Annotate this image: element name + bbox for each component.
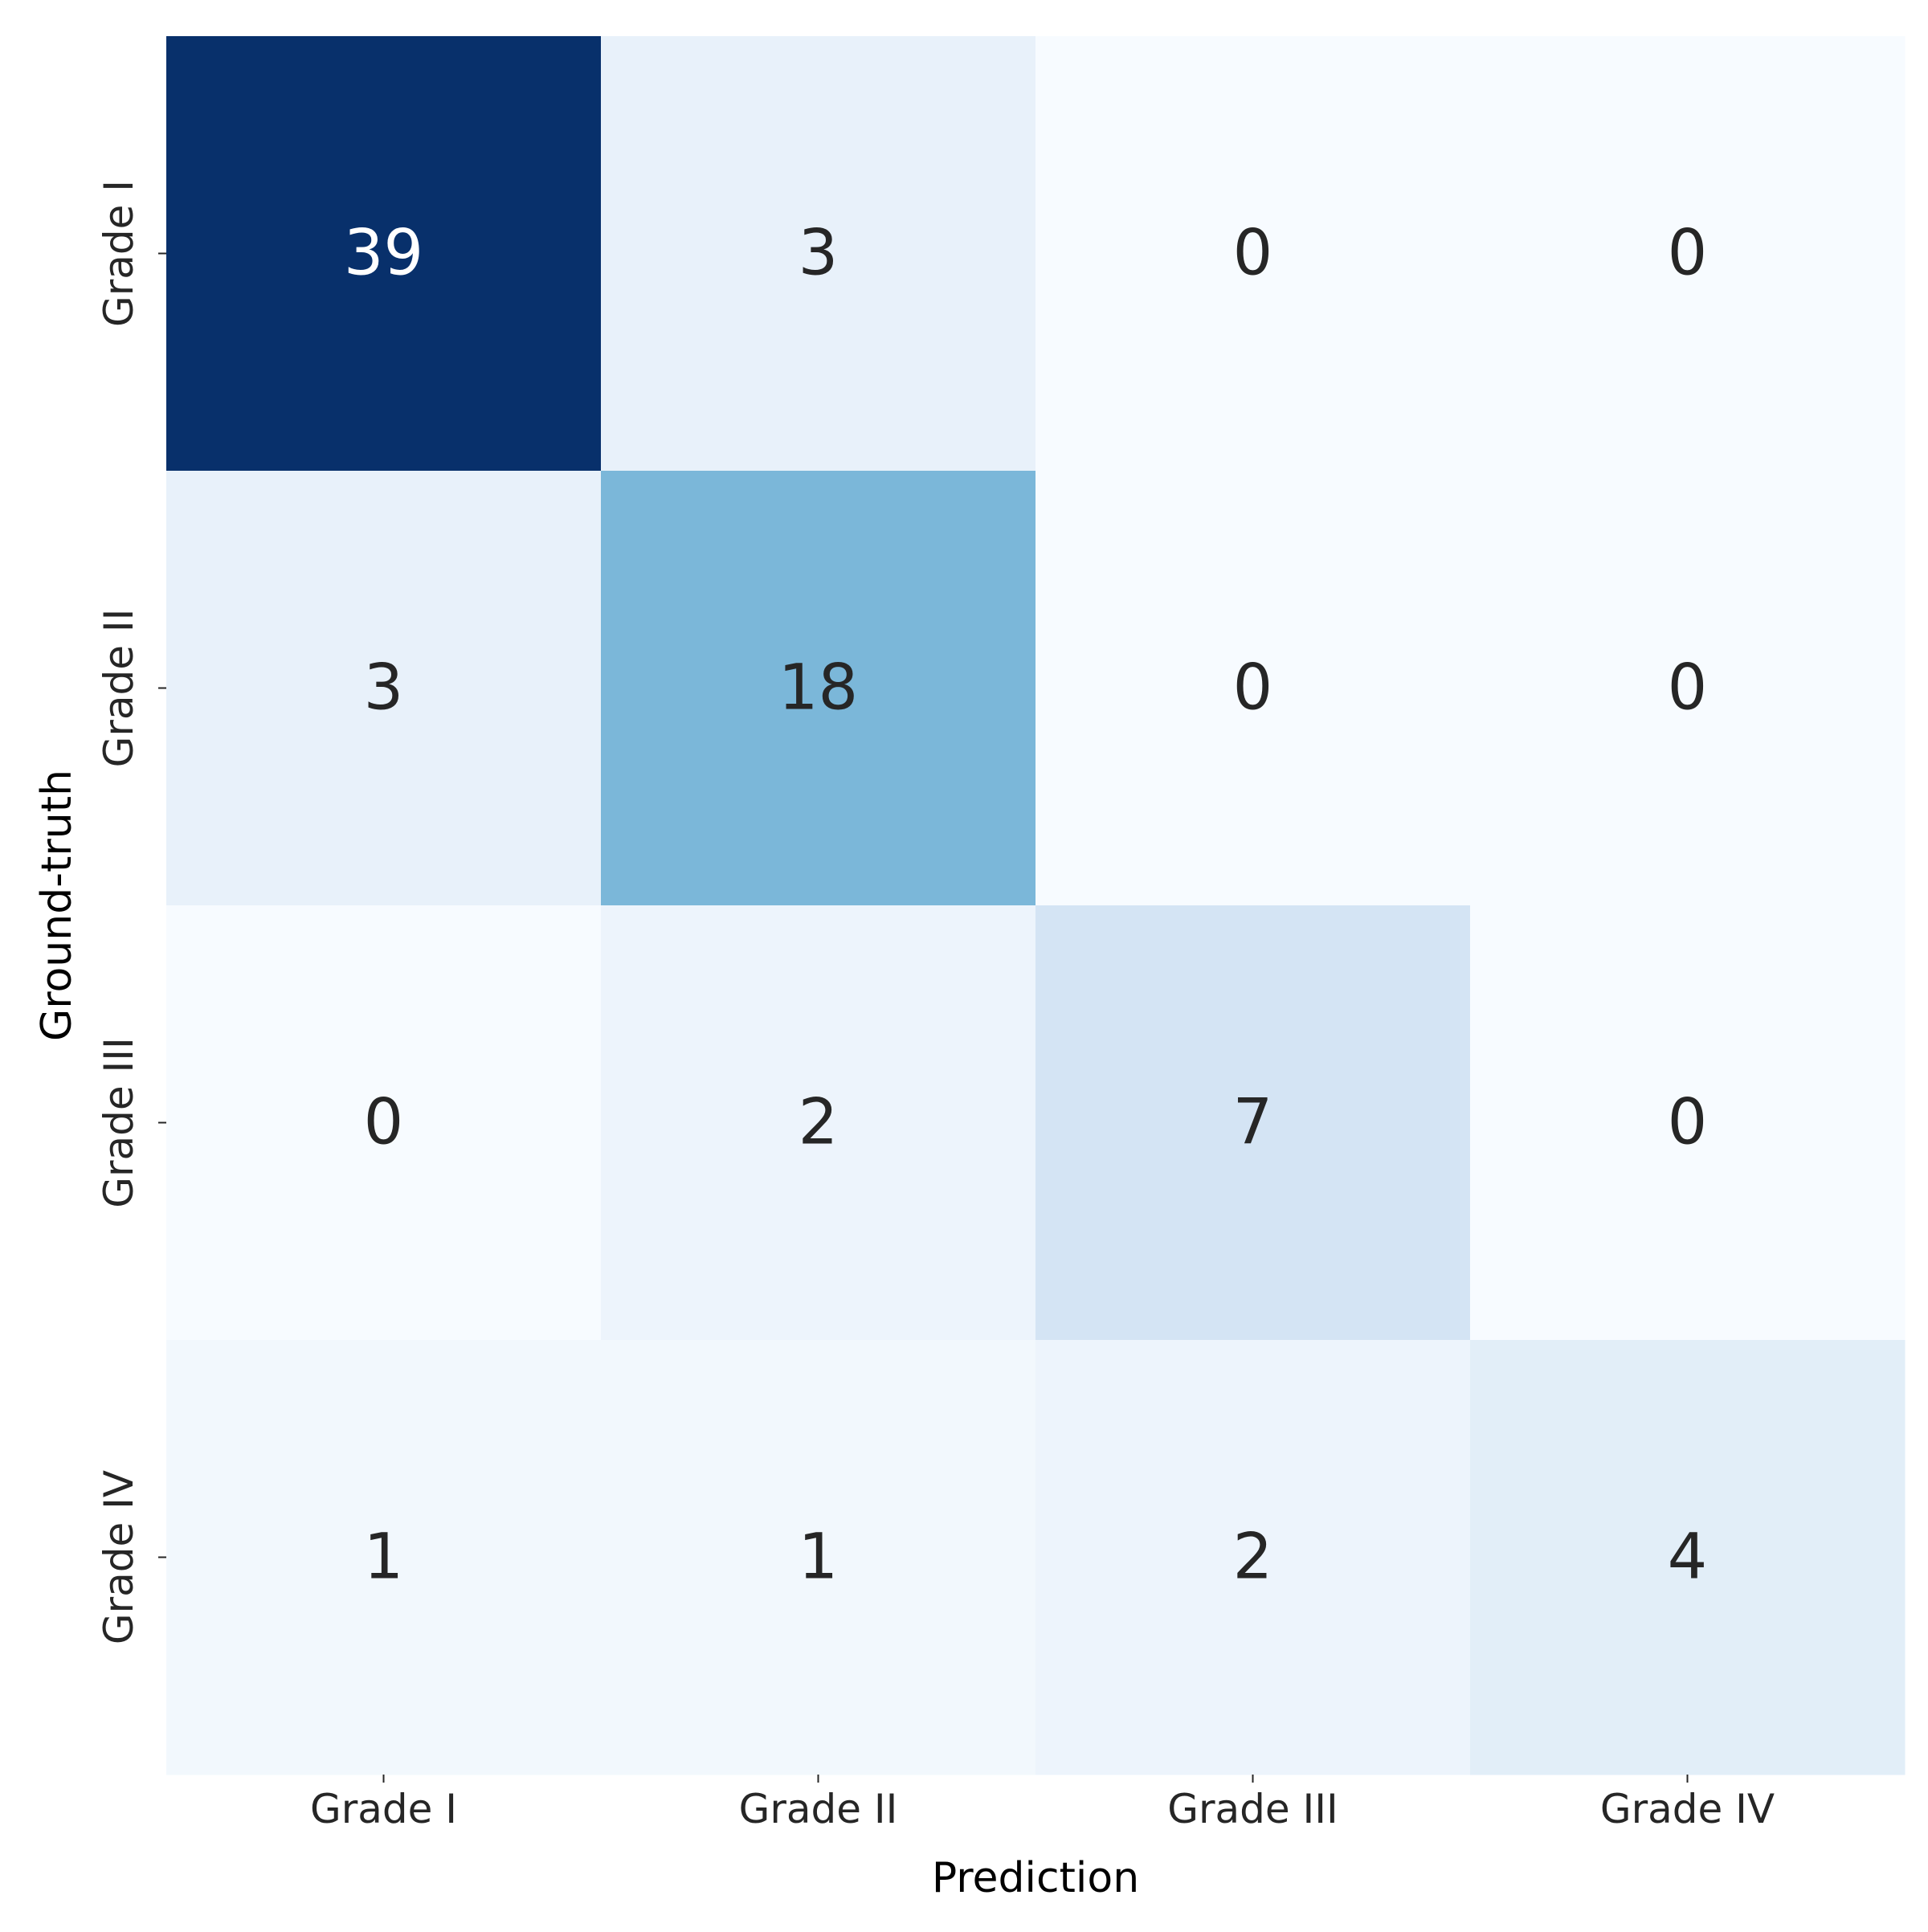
cells-layer: 39 3 0 0 3 18 0 0 0 2 7 0 1 1 2 4 <box>166 36 1906 1775</box>
cell-value-r3-c4: 0 <box>1668 1087 1708 1159</box>
y-tick-label-2: Grade II <box>96 609 142 768</box>
heatmap-cell-r3-c2 <box>601 905 1036 1341</box>
x-tick-label-4: Grade IV <box>1600 1786 1775 1832</box>
cell-value-r1-c1: 39 <box>344 218 423 290</box>
heatmap-cell-r3-c4 <box>1470 905 1906 1341</box>
x-tick-label-1: Grade I <box>310 1786 457 1832</box>
cell-value-r2-c2: 18 <box>778 652 858 725</box>
y-axis-label: Ground-truth <box>33 770 81 1041</box>
heatmap-cell-r4-c1 <box>166 1340 602 1775</box>
heatmap-cell-r2-c3 <box>1035 471 1471 906</box>
heatmap-cell-r1-c1 <box>166 36 602 472</box>
heatmap-cell-r1-c2 <box>601 36 1036 472</box>
cell-value-r4-c1: 1 <box>364 1522 404 1594</box>
heatmap-cell-r3-c1 <box>166 905 602 1341</box>
ticks-layer: Grade I Grade II Grade III Grade IV Grade I G… <box>96 180 1775 1832</box>
cell-value-r4-c3: 2 <box>1233 1522 1273 1594</box>
cell-value-r2-c3: 0 <box>1233 652 1273 725</box>
cell-value-r2-c4: 0 <box>1668 652 1708 725</box>
heatmap-cell-r2-c4 <box>1470 471 1906 906</box>
heatmap-cell-r4-c2 <box>601 1340 1036 1775</box>
heatmap-cell-r1-c4 <box>1470 36 1906 472</box>
y-tick-label-4: Grade IV <box>96 1470 142 1644</box>
heatmap-cell-r2-c2 <box>601 471 1036 906</box>
heatmap-cell-r4-c3 <box>1035 1340 1471 1775</box>
x-tick-label-2: Grade II <box>739 1786 898 1832</box>
cell-value-r2-c1: 3 <box>364 652 404 725</box>
x-axis-label: Prediction <box>932 1854 1139 1902</box>
cell-value-r3-c1: 0 <box>364 1087 404 1159</box>
heatmap-cell-r3-c3 <box>1035 905 1471 1341</box>
cell-value-r3-c2: 2 <box>799 1087 839 1159</box>
heatmap-cell-r1-c3 <box>1035 36 1471 472</box>
cell-value-r4-c4: 4 <box>1668 1522 1708 1594</box>
y-tick-label-1: Grade I <box>96 180 142 327</box>
cell-value-r4-c2: 1 <box>799 1522 839 1594</box>
cell-value-r1-c3: 0 <box>1233 218 1273 290</box>
cell-value-r1-c2: 3 <box>799 218 839 290</box>
heatmap-cell-r2-c1 <box>166 471 602 906</box>
cell-value-r3-c3: 7 <box>1233 1087 1273 1159</box>
y-tick-label-3: Grade III <box>96 1037 142 1208</box>
cell-value-r1-c4: 0 <box>1668 218 1708 290</box>
x-tick-label-3: Grade III <box>1167 1786 1338 1832</box>
heatmap-cell-r4-c4 <box>1470 1340 1906 1775</box>
